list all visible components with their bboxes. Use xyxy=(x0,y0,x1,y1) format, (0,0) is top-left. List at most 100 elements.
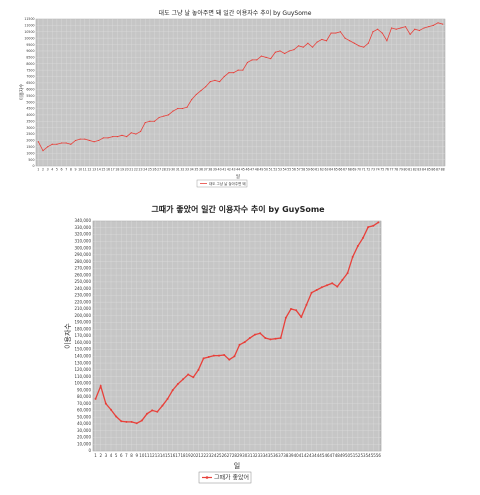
chart-2-data-point xyxy=(140,419,143,422)
chart-2-x-tick-label: 7 xyxy=(125,453,128,458)
chart-2-y-tick-label: 240,000 xyxy=(74,286,91,291)
chart-1-data-point xyxy=(116,136,118,138)
chart-2-x-tick-label: 48 xyxy=(335,453,341,458)
chart-1-x-tick-label: 26 xyxy=(152,168,156,172)
chart-2-legend-label: 그때가 좋았어 xyxy=(214,474,249,482)
chart-2-data-point xyxy=(94,397,97,400)
chart-2-x-tick-label: 15 xyxy=(165,453,171,458)
chart-2-x-tick-label: 41 xyxy=(299,453,305,458)
chart-1-y-ticks: 0 500 1000 1500 2000 2500 3000 3500 4000 4500 5000… xyxy=(24,17,34,168)
chart-1-y-tick-label: 6000 xyxy=(26,88,34,92)
chart-2-data-point xyxy=(238,343,241,346)
chart-1-y-tick-label: 0 xyxy=(32,164,34,168)
chart-1-data-point xyxy=(153,120,156,122)
chart-2-data-point xyxy=(367,226,370,229)
chart-2-data-point xyxy=(295,309,298,312)
chart-2-data-point xyxy=(269,338,272,341)
chart-2-x-tick-label: 33 xyxy=(258,453,264,458)
chart-2-y-tick-label: 310,000 xyxy=(74,238,91,243)
chart-1-data-point xyxy=(135,133,137,135)
chart-2-y-tick-label: 100,000 xyxy=(74,381,91,386)
chart-1-x-tick-label: 70 xyxy=(357,168,361,172)
chart-1-data-point xyxy=(228,72,230,74)
chart-1-data-point xyxy=(409,33,411,35)
chart-1-y-tick-label: 1500 xyxy=(26,145,34,149)
chart-2-x-tick-label: 17 xyxy=(175,453,181,458)
chart-2-data-point xyxy=(279,337,282,340)
chart-2-data-point xyxy=(197,368,200,371)
chart-1-y-tick-label: 7500 xyxy=(26,68,34,72)
chart-2-y-tick-label: 10,000 xyxy=(77,441,91,446)
chart-2-y-tick-label: 280,000 xyxy=(74,259,91,264)
chart-2-data-point xyxy=(120,420,123,423)
chart-1-data-point xyxy=(395,28,397,30)
chart-1-x-label: 일 xyxy=(236,173,240,180)
chart-2-data-point xyxy=(284,316,287,319)
chart-1-data-point xyxy=(42,150,44,152)
chart-1-x-tick-label: 78 xyxy=(394,168,398,172)
chart-1-x-tick-label: 59 xyxy=(306,168,310,172)
chart-1-x-tick-label: 12 xyxy=(87,168,91,172)
chart-1-x-tick-label: 23 xyxy=(139,168,143,172)
chart-1-data-point xyxy=(432,24,434,26)
chart-1-data-point xyxy=(279,50,281,52)
chart-2-y-tick-label: 260,000 xyxy=(74,272,91,277)
chart-1-x-tick-label: 15 xyxy=(101,168,105,172)
chart-2-x-tick-label: 46 xyxy=(324,453,330,458)
chart-2-y-tick-label: 320,000 xyxy=(74,232,91,237)
chart-1-data-point xyxy=(205,86,207,88)
chart-2-x-tick-label: 16 xyxy=(170,453,176,458)
chart-1-plot-area xyxy=(35,18,446,167)
chart-1-data-point xyxy=(400,27,402,29)
chart-1-x-tick-label: 25 xyxy=(148,168,152,172)
chart-2-x-tick-label: 37 xyxy=(278,453,284,458)
chart-1-x-tick-label: 65 xyxy=(334,168,338,172)
chart-1-y-tick-label: 2000 xyxy=(26,139,34,143)
chart-2-x-tick-label: 22 xyxy=(201,453,207,458)
chart-2-data-point xyxy=(171,389,174,392)
chart-2-data-point xyxy=(223,353,226,356)
chart-2-x-tick-label: 23 xyxy=(206,453,212,458)
chart-1-x-tick-label: 1 xyxy=(37,168,39,172)
chart-2-data-point xyxy=(259,332,262,335)
chart-2-y-tick-label: 20,000 xyxy=(77,435,91,440)
chart-1-data-point xyxy=(423,27,425,29)
chart-2-data-point xyxy=(356,245,359,248)
chart-1-data-point xyxy=(307,42,309,44)
chart-1-data-point xyxy=(218,81,221,83)
chart-1-x-tick-label: 46 xyxy=(245,168,249,172)
chart-1-data-point xyxy=(102,137,104,139)
chart-1-x-tick-label: 28 xyxy=(162,168,166,172)
chart-1-y-tick-label: 11000 xyxy=(24,24,34,28)
chart-1-x-tick-label: 17 xyxy=(111,168,115,172)
chart-1-data-point xyxy=(256,59,258,61)
chart-1-grid xyxy=(36,18,445,167)
chart-2-x-tick-label: 44 xyxy=(314,453,320,458)
chart-1-data-point xyxy=(377,28,379,30)
chart-1-x-tick-label: 67 xyxy=(343,168,347,172)
chart-2-x-tick-label: 19 xyxy=(186,453,192,458)
chart-2: 그때가 좋았어 일간 이용자수 추이 by GuySome 0 10,00020,… xyxy=(63,204,381,484)
chart-2-x-tick-label: 52 xyxy=(355,453,361,458)
chart-2-x-tick-label: 55 xyxy=(371,453,377,458)
chart-1-data-point xyxy=(65,142,67,144)
chart-2-x-label: 일 xyxy=(234,461,240,470)
chart-2-x-tick-label: 6 xyxy=(120,453,123,458)
chart-2-data-point xyxy=(320,286,323,289)
chart-1-data-point xyxy=(293,49,295,51)
chart-2-data-point xyxy=(187,373,190,376)
chart-1-x-tick-label: 13 xyxy=(92,168,96,172)
chart-1-x-tick-label: 60 xyxy=(311,168,315,172)
chart-2-legend-marker xyxy=(205,476,209,479)
chart-1-x-tick-label: 68 xyxy=(348,168,352,172)
chart-2-data-point xyxy=(362,236,364,239)
chart-1-data-point xyxy=(139,130,142,133)
chart-1-data-point xyxy=(381,32,383,34)
chart-2-grid xyxy=(93,220,381,452)
chart-2-data-point xyxy=(130,420,133,423)
chart-2-data-point xyxy=(233,355,236,358)
chart-2-data-point xyxy=(326,284,328,287)
chart-2-x-tick-label: 12 xyxy=(150,453,156,458)
chart-1-x-tick-label: 62 xyxy=(320,168,324,172)
